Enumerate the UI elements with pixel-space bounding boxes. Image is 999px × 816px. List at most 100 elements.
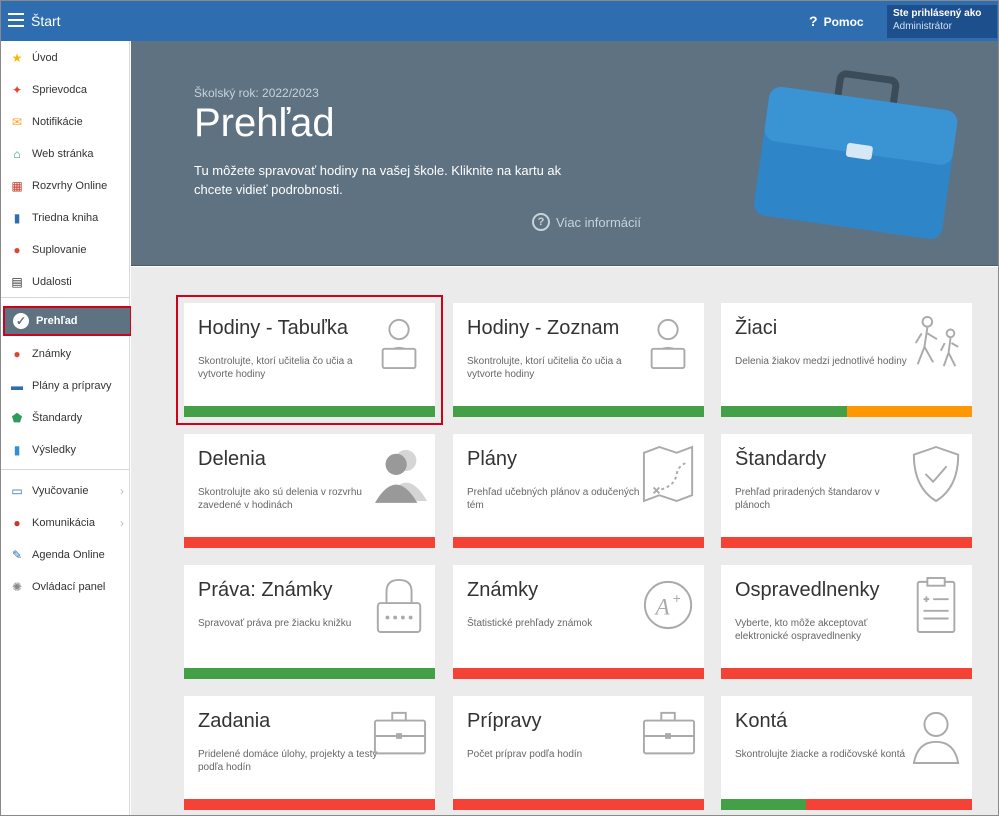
sidebar-item-plany-a-pripravy[interactable]: ▬ Plány a prípravy	[1, 371, 130, 401]
card-zadania[interactable]: Zadania Pridelené domáce úlohy, projekty …	[184, 696, 435, 810]
card-status-bar	[721, 406, 972, 417]
card-title: Žiaci	[735, 317, 778, 339]
map-icon	[642, 445, 694, 503]
sidebar-item-label: Známky	[32, 348, 72, 360]
chevron-right-icon: ›	[120, 484, 124, 498]
card-description: Delenia žiakov medzi jednotlivé hodiny	[735, 356, 907, 367]
question-icon: ?	[809, 13, 818, 29]
sidebar-item-label: Notifikácie	[32, 116, 83, 128]
status-segment	[721, 799, 807, 810]
sidebar-item-rozvrhy-online[interactable]: ▦ Rozvrhy Online	[1, 171, 130, 201]
sidebar-item-ovladaci-panel[interactable]: ✺ Ovládací panel	[1, 572, 130, 602]
sidebar-item-label: Rozvrhy Online	[32, 180, 108, 192]
sidebar-item-udalosti[interactable]: ▤ Udalosti	[1, 267, 130, 297]
user-box[interactable]: Ste prihlásený ako Administrátor	[887, 5, 997, 38]
sidebar-divider	[1, 297, 130, 298]
question-circle-icon: ?	[532, 213, 550, 231]
card-status-bar	[453, 537, 704, 548]
card-title: Štandardy	[735, 448, 827, 470]
card-description: Skontrolujte, ktorí učitelia čo učia a v…	[198, 356, 353, 380]
card-ospravedlnenky[interactable]: Ospravedlnenky Vyberte, kto môže akceptov…	[721, 565, 972, 679]
overview-banner: Školský rok: 2022/2023 Prehľad Tu môžete…	[131, 41, 998, 266]
status-segment	[721, 668, 972, 679]
card-description: Vyberte, kto môže akceptovať elektronick…	[735, 618, 868, 642]
sidebar-item-label: Komunikácia	[32, 517, 95, 529]
svg-text:A: A	[654, 595, 671, 621]
card-title: Známky	[467, 579, 539, 601]
lock-icon	[376, 578, 422, 633]
hamburger-menu-icon[interactable]	[8, 13, 24, 27]
card-title: Prípravy	[467, 710, 542, 732]
app-title[interactable]: Štart	[31, 13, 61, 29]
sidebar-item-label: Výsledky	[32, 444, 77, 456]
status-segment	[453, 799, 704, 810]
briefcase-icon: ▬	[11, 379, 23, 393]
sidebar-item-suplovanie[interactable]: ● Suplovanie	[1, 235, 130, 265]
status-segment	[184, 537, 435, 548]
clipboard-icon	[916, 577, 956, 633]
sidebar-item-znamky[interactable]: ● Známky	[1, 339, 130, 369]
card-description: Počet príprav podľa hodín	[467, 749, 583, 760]
status-segment	[721, 406, 847, 417]
sidebar-item-vysledky[interactable]: ▮ Výsledky	[1, 435, 130, 465]
sidebar-item-agenda-online[interactable]: ✎ Agenda Online	[1, 540, 130, 570]
user-outline-icon	[912, 711, 960, 764]
card-hodiny-tabulka[interactable]: Hodiny - Tabuľka Skontrolujte, ktorí učit…	[176, 295, 443, 425]
sidebar-item-label: Vyučovanie	[32, 485, 89, 497]
card-description: Skontrolujte žiacke a rodičovské kontá	[735, 749, 906, 760]
card-title: Ospravedlnenky	[735, 579, 880, 601]
sidebar-item-triedna-kniha[interactable]: ▮ Triedna kniha	[1, 203, 130, 233]
sidebar-item-label: Plány a prípravy	[32, 380, 112, 392]
sidebar: ★ Úvod ✦ Sprievodca ✉ Notifikácie ⌂ Web stránka…	[1, 41, 132, 815]
card-znamky[interactable]: Známky Štatistické prehľady známok A +	[453, 565, 704, 679]
calendar-icon: ▤	[11, 275, 23, 289]
sidebar-item-uvod[interactable]: ★ Úvod	[1, 43, 130, 73]
card-delenia[interactable]: Delenia Skontrolujte ako sú delenia v roz…	[184, 434, 435, 548]
more-info-link[interactable]: ? Viac informácií	[532, 213, 641, 231]
sidebar-item-notifikacie[interactable]: ✉ Notifikácie	[1, 107, 130, 137]
help-button[interactable]: ? Pomoc	[809, 13, 864, 29]
card-status-bar	[721, 537, 972, 548]
chevron-right-icon: ›	[120, 516, 124, 530]
card-title: Plány	[467, 448, 518, 470]
briefcase-illustration-icon	[754, 70, 958, 240]
status-segment	[184, 668, 435, 679]
home-icon: ⌂	[13, 147, 21, 161]
hiking-students-icon	[914, 316, 959, 367]
card-status-bar	[453, 668, 704, 679]
sidebar-divider	[1, 469, 130, 470]
card-title: Delenia	[198, 448, 266, 470]
card-plany[interactable]: Plány Prehľad učebných plánov a odučených…	[453, 434, 704, 548]
gear-icon: ✺	[11, 580, 23, 594]
card-ziaci[interactable]: Žiaci Delenia žiakov medzi jednotlivé hod…	[721, 303, 972, 417]
card-pripravy[interactable]: Prípravy Počet príprav podľa hodín	[453, 696, 704, 810]
sidebar-item-komunikacia[interactable]: ● Komunikácia ›	[1, 508, 130, 538]
person-icon: ●	[13, 243, 21, 257]
card-description: Štatistické prehľady známok	[467, 618, 593, 629]
card-status-bar	[721, 668, 972, 679]
more-info-label: Viac informácií	[556, 214, 642, 230]
card-description: Prehľad priradených štandarov v plánoch	[735, 487, 880, 511]
card-hodiny-zoznam[interactable]: Hodiny - Zoznam Skontrolujte, ktorí učite…	[453, 303, 704, 417]
star-icon: ★	[11, 51, 23, 65]
card-prava-znamky[interactable]: Práva: Známky Spravovať práva pre žiacku …	[184, 565, 435, 679]
sidebar-item-vyucovanie[interactable]: ▭ Vyučovanie ›	[1, 476, 130, 506]
sidebar-item-label: Úvod	[32, 52, 58, 64]
card-title: Práva: Známky	[198, 579, 333, 601]
card-description: Spravovať práva pre žiacku knižku	[198, 618, 352, 629]
a-plus-icon: A +	[643, 580, 693, 630]
status-segment	[453, 406, 704, 417]
card-konta[interactable]: Kontá Skontrolujte žiacke a rodičovské ko…	[721, 696, 972, 810]
sidebar-item-label: Prehľad	[36, 315, 78, 327]
card-title: Zadania	[198, 710, 271, 732]
sidebar-item-sprievodca[interactable]: ✦ Sprievodca	[1, 75, 130, 105]
sidebar-item-standardy[interactable]: ⬟ Štandardy	[1, 403, 130, 433]
sidebar-item-prehlad[interactable]: ✓ Prehľad	[3, 306, 132, 336]
teacher-laptop-icon	[650, 318, 686, 370]
card-standardy[interactable]: Štandardy Prehľad priradených štandarov v…	[721, 434, 972, 548]
sidebar-item-web-stranka[interactable]: ⌂ Web stránka	[1, 139, 130, 169]
card-status-bar	[184, 799, 435, 810]
status-segment	[453, 668, 704, 679]
status-segment	[721, 537, 972, 548]
card-description: Skontrolujte, ktorí učitelia čo učia a v…	[467, 356, 622, 380]
